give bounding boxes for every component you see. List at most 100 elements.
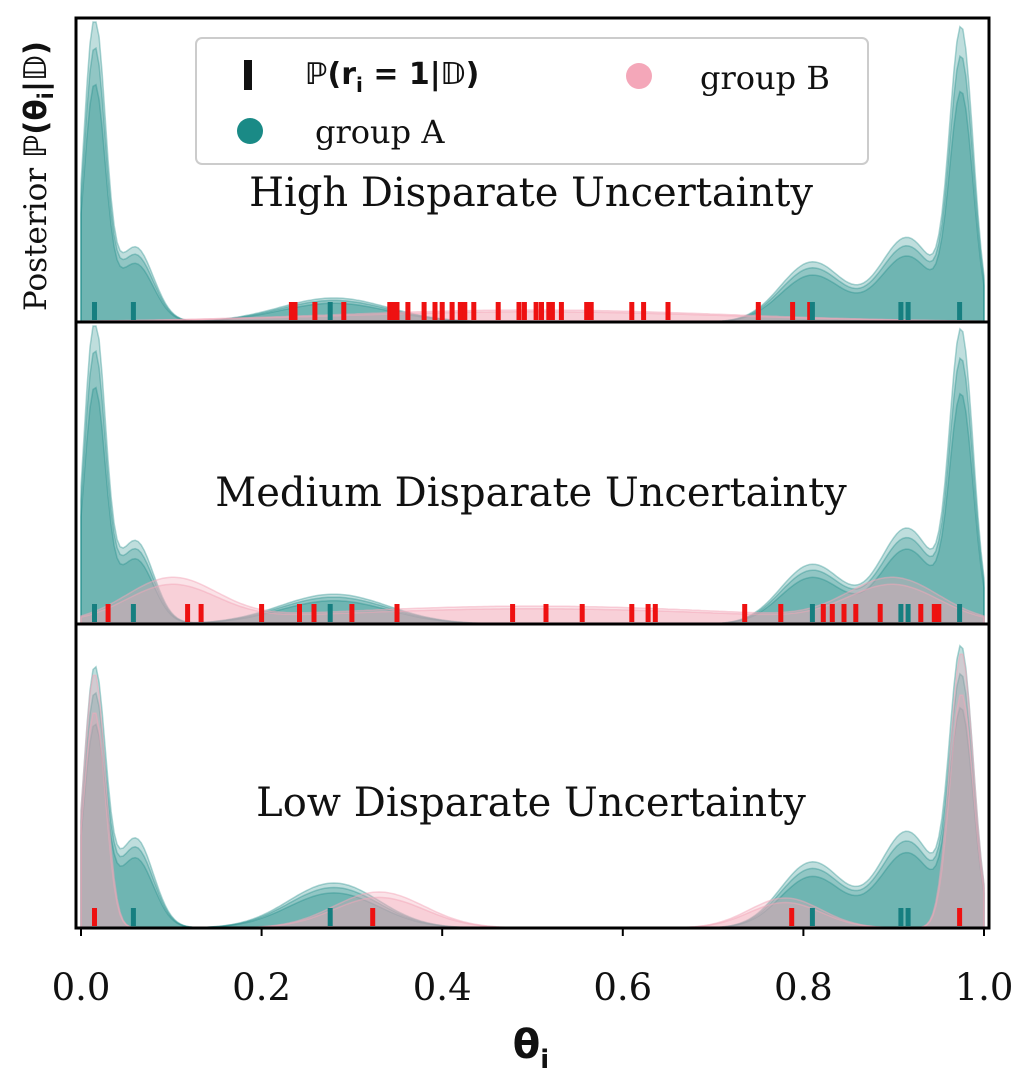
rug-a-2-3 xyxy=(327,604,333,622)
rug-b-2-16 xyxy=(778,604,784,622)
rug-b-2-1 xyxy=(105,604,111,622)
panel-1: High Disparate Uncertainty xyxy=(74,16,991,324)
rug-b-1-9 xyxy=(421,302,427,320)
rug-b-2-21 xyxy=(877,604,883,622)
rug-b-2-20 xyxy=(853,604,859,622)
rug-a-2-1 xyxy=(92,604,97,622)
rug-b-1-31 xyxy=(807,302,813,320)
rug-a-1-4 xyxy=(809,302,815,320)
rug-b-2-6 xyxy=(311,604,317,622)
rug-a-1-5 xyxy=(898,302,904,320)
rug-b-2-10 xyxy=(543,604,549,622)
x-tick-label-5: 0.8 xyxy=(774,966,833,1009)
x-axis: 0.0 0.2 0.4 0.6 0.8 1.0 xyxy=(52,928,1014,1009)
rug-b-2-9 xyxy=(510,604,516,622)
rug-b-2-19 xyxy=(841,604,847,622)
rug-b-2-23 xyxy=(931,604,937,622)
panel-frame-3 xyxy=(74,622,991,930)
x-tick-label-2: 0.2 xyxy=(232,966,291,1009)
rug-b-1-29 xyxy=(755,302,761,320)
panel-title-2: Medium Disparate Uncertainty xyxy=(215,470,847,516)
rug-b-3-4 xyxy=(957,908,963,926)
rug-b-1-26 xyxy=(629,302,635,320)
rug-b-3-1 xyxy=(92,908,97,926)
rug-a-1-6 xyxy=(905,302,911,320)
x-tick-label-1: 0.0 xyxy=(52,966,111,1009)
rug-b-1-7 xyxy=(394,302,400,320)
legend-group-a-marker xyxy=(237,118,263,144)
rug-b-1-18 xyxy=(521,302,527,320)
panel-2: Medium Disparate Uncertainty xyxy=(74,320,991,626)
legend-box xyxy=(195,37,869,165)
rug-b-1-27 xyxy=(641,302,647,320)
rug-b-1-5 xyxy=(387,302,393,320)
rug-b-1-12 xyxy=(449,302,455,320)
rug-b-1-2 xyxy=(292,302,298,320)
panel-title-1: High Disparate Uncertainty xyxy=(249,170,813,216)
legend-rug-label: ℙ(ri = 1|𝔻) xyxy=(305,57,479,97)
rug-a-2-2 xyxy=(130,604,136,622)
legend: ℙ(ri = 1|𝔻) group B group A xyxy=(195,37,869,165)
y-axis-label: Posterior ℙ(θi|𝔻) xyxy=(18,41,58,311)
rug-b-2-2 xyxy=(185,604,191,622)
rug-b-1-28 xyxy=(665,302,671,320)
rug-b-2-5 xyxy=(297,604,302,622)
rug-b-1-8 xyxy=(405,302,411,320)
legend-group-a-label: group A xyxy=(315,113,445,151)
rug-b-1-16 xyxy=(495,302,501,320)
rug-a-2-7 xyxy=(957,604,963,622)
x-tick-label-6: 1.0 xyxy=(955,966,1014,1009)
x-tick-label-4: 0.6 xyxy=(593,966,652,1009)
rug-b-2-15 xyxy=(742,604,748,622)
rug-a-1-7 xyxy=(957,302,963,320)
rug-b-1-13 xyxy=(457,302,463,320)
rug-b-3-2 xyxy=(370,908,376,926)
rug-b-2-18 xyxy=(829,604,835,622)
legend-group-b-label: group B xyxy=(700,59,830,97)
rug-b-1-11 xyxy=(439,302,445,320)
rug-b-1-4 xyxy=(341,302,347,320)
rug-a-2-5 xyxy=(898,604,904,622)
x-axis-label: θi xyxy=(513,1022,549,1075)
rug-b-2-14 xyxy=(652,604,658,622)
rug-b-1-24 xyxy=(584,302,590,320)
rug-b-2-7 xyxy=(349,604,355,622)
rug-a-1-2 xyxy=(130,302,136,320)
rug-b-1-3 xyxy=(312,302,318,320)
rug-b-1-25 xyxy=(588,302,594,320)
rug-b-2-17 xyxy=(820,604,826,622)
rug-b-1-17 xyxy=(516,302,522,320)
x-tick-label-3: 0.4 xyxy=(413,966,472,1009)
rug-b-2-22 xyxy=(918,604,924,622)
rug-a-3-5 xyxy=(905,908,911,926)
rug-b-2-4 xyxy=(259,604,265,622)
rug-a-3-3 xyxy=(809,908,815,926)
rug-b-1-19 xyxy=(533,302,539,320)
rug-a-3-1 xyxy=(130,908,136,926)
group-b-density-2-2 xyxy=(80,583,985,625)
rug-b-1-23 xyxy=(558,302,564,320)
panel-3: Low Disparate Uncertainty xyxy=(74,622,991,930)
rug-b-2-11 xyxy=(579,604,585,622)
rug-a-3-2 xyxy=(327,908,333,926)
rug-a-1-3 xyxy=(327,302,333,320)
rug-b-3-3 xyxy=(789,908,795,926)
rug-b-1-1 xyxy=(288,302,294,320)
rug-b-1-10 xyxy=(432,302,438,320)
rug-b-1-6 xyxy=(390,302,396,320)
rug-b-2-3 xyxy=(198,604,204,622)
rug-b-1-22 xyxy=(549,302,555,320)
rug-b-2-8 xyxy=(394,604,400,622)
legend-group-b-marker xyxy=(626,63,652,89)
group-b-density-2-1 xyxy=(80,576,985,625)
panels: High Disparate Uncertainty Medium Dispara… xyxy=(74,16,991,930)
rug-b-1-14 xyxy=(462,302,468,320)
panel-title-3: Low Disparate Uncertainty xyxy=(256,780,806,826)
rug-b-2-13 xyxy=(645,604,651,622)
rug-b-1-30 xyxy=(790,302,796,320)
rug-b-1-20 xyxy=(539,302,544,320)
rug-a-2-4 xyxy=(809,604,815,622)
rug-a-1-1 xyxy=(92,302,97,320)
legend-rug-marker xyxy=(244,60,252,90)
